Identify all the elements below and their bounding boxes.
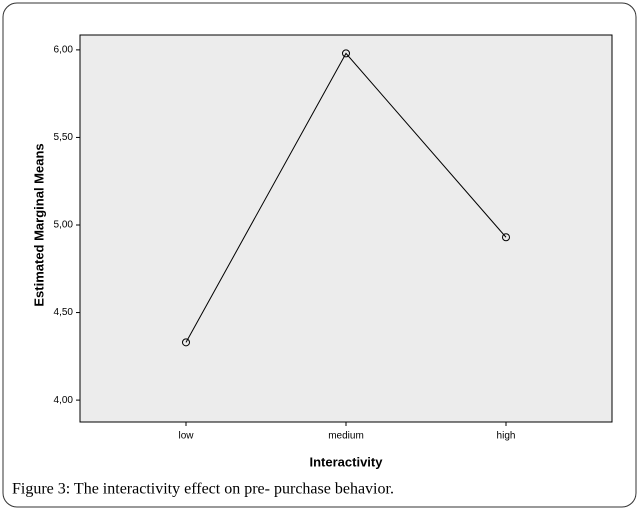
point bbox=[182, 338, 190, 347]
y-tick-label: 4,00 bbox=[54, 395, 74, 406]
y-tick-label: 6,00 bbox=[54, 45, 74, 56]
point bbox=[502, 233, 510, 242]
plot-area bbox=[79, 34, 613, 423]
y-tick-label: 5,00 bbox=[54, 220, 74, 231]
caption: Figure 3: The interactivity effect on pr… bbox=[12, 481, 394, 498]
y-tick-label: 5,50 bbox=[54, 132, 74, 143]
x-tick-label: low bbox=[178, 431, 194, 442]
x-tick-label: medium bbox=[328, 431, 364, 442]
y-axis-title: Estimated Marginal Means bbox=[31, 143, 46, 306]
point bbox=[342, 49, 350, 58]
x-tick-label: high bbox=[497, 431, 516, 442]
x-axis-title: Interactivity bbox=[310, 454, 384, 469]
line bbox=[185, 52, 507, 343]
y-tick-label: 4,50 bbox=[54, 307, 74, 318]
